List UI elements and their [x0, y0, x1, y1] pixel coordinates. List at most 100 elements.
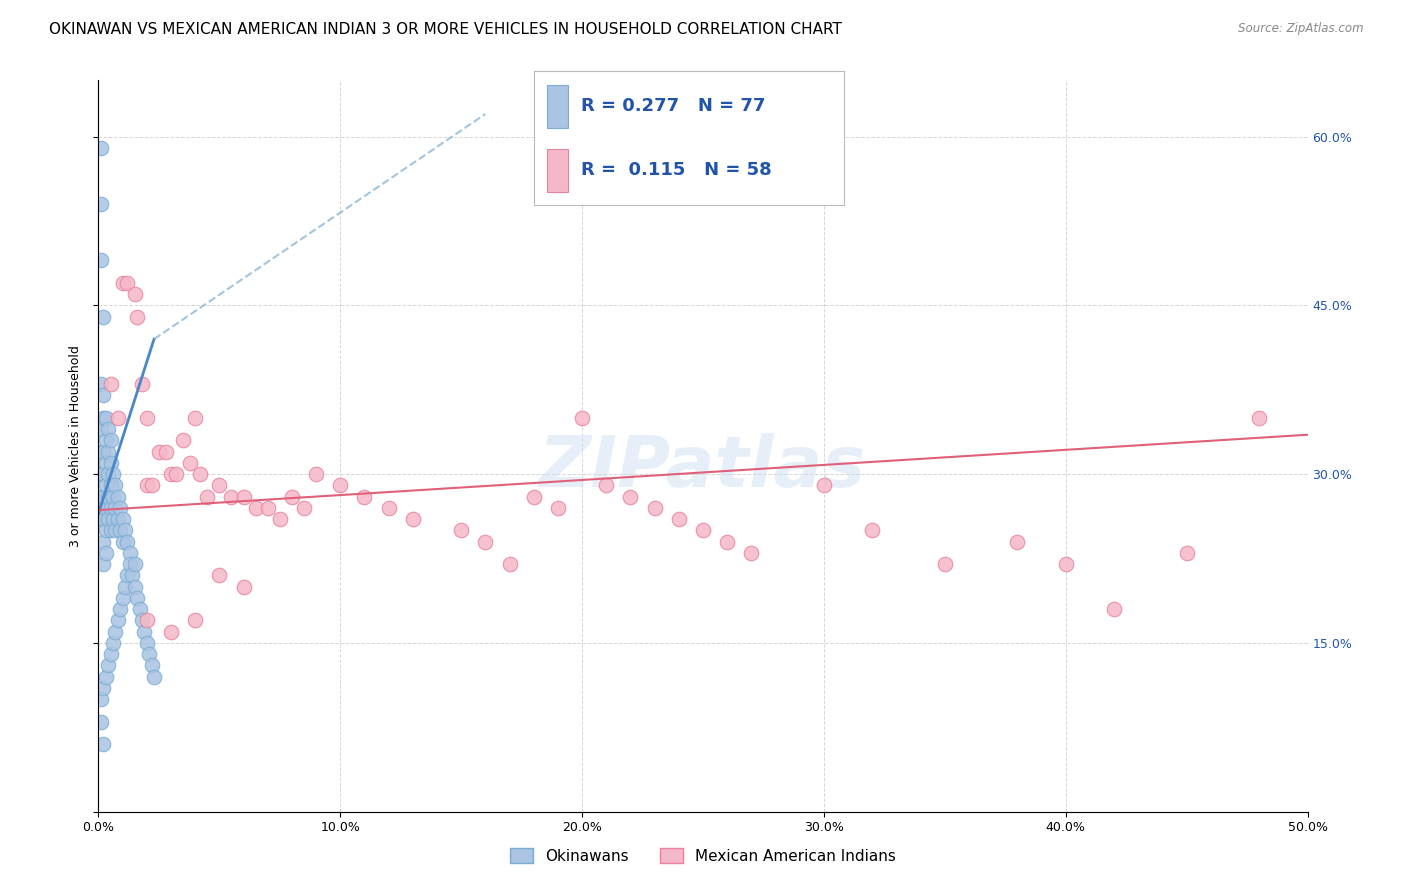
Point	[91, 737, 114, 751]
Point	[100, 478, 122, 492]
Point	[1249, 410, 1271, 425]
Point	[155, 444, 177, 458]
Point	[450, 524, 472, 538]
Point	[94, 456, 117, 470]
Point	[91, 681, 114, 695]
Point	[94, 478, 117, 492]
Point	[107, 490, 129, 504]
Point	[117, 276, 139, 290]
Point	[329, 478, 352, 492]
Point	[117, 534, 139, 549]
Point	[740, 546, 762, 560]
Point	[668, 512, 690, 526]
Point	[94, 546, 117, 560]
Point	[619, 490, 641, 504]
Point	[114, 580, 136, 594]
Point	[111, 512, 134, 526]
Point	[141, 658, 163, 673]
Point	[232, 580, 254, 594]
Point	[97, 422, 120, 436]
Point	[165, 467, 187, 482]
Point	[160, 624, 183, 639]
Point	[195, 490, 218, 504]
Point	[179, 456, 201, 470]
Point	[90, 714, 112, 729]
Point	[107, 410, 129, 425]
Point	[97, 467, 120, 482]
Point	[101, 512, 124, 526]
Point	[90, 512, 112, 526]
Bar	[547, 149, 568, 192]
Point	[141, 478, 163, 492]
Point	[90, 253, 112, 268]
Point	[121, 568, 143, 582]
Point	[100, 456, 122, 470]
Point	[90, 422, 112, 436]
Point	[94, 410, 117, 425]
Point	[104, 624, 127, 639]
Point	[135, 614, 157, 628]
Legend: Okinawans, Mexican American Indians: Okinawans, Mexican American Indians	[505, 842, 901, 870]
Point	[245, 500, 267, 515]
Point	[860, 524, 883, 538]
Point	[128, 602, 150, 616]
Point	[131, 377, 153, 392]
Point	[90, 444, 112, 458]
Point	[91, 410, 114, 425]
Point	[90, 692, 112, 706]
Point	[94, 434, 117, 448]
Text: OKINAWAN VS MEXICAN AMERICAN INDIAN 3 OR MORE VEHICLES IN HOUSEHOLD CORRELATION : OKINAWAN VS MEXICAN AMERICAN INDIAN 3 OR…	[49, 22, 842, 37]
Point	[160, 467, 183, 482]
Point	[108, 524, 131, 538]
Point	[101, 490, 124, 504]
Point	[111, 534, 134, 549]
Point	[134, 624, 156, 639]
Text: R = 0.277   N = 77: R = 0.277 N = 77	[581, 97, 765, 115]
Point	[91, 557, 114, 571]
Point	[97, 444, 120, 458]
Point	[97, 512, 120, 526]
Point	[127, 310, 149, 324]
Point	[124, 580, 146, 594]
Point	[547, 500, 569, 515]
Point	[595, 478, 617, 492]
Point	[135, 636, 157, 650]
Text: Source: ZipAtlas.com: Source: ZipAtlas.com	[1239, 22, 1364, 36]
Point	[90, 467, 112, 482]
Point	[934, 557, 956, 571]
Point	[100, 434, 122, 448]
Point	[117, 568, 139, 582]
Point	[127, 591, 149, 605]
Point	[91, 388, 114, 402]
Point	[124, 287, 146, 301]
Point	[100, 524, 122, 538]
Point	[474, 534, 496, 549]
Point	[90, 197, 112, 211]
Point	[90, 377, 112, 392]
Point	[148, 444, 170, 458]
Point	[97, 658, 120, 673]
Point	[97, 490, 120, 504]
Point	[256, 500, 278, 515]
Point	[377, 500, 399, 515]
Point	[135, 410, 157, 425]
Point	[104, 500, 127, 515]
Point	[1102, 602, 1125, 616]
Point	[292, 500, 315, 515]
Point	[143, 670, 166, 684]
Point	[91, 444, 114, 458]
Point	[100, 500, 122, 515]
Point	[100, 377, 122, 392]
Point	[94, 500, 117, 515]
Bar	[547, 85, 568, 128]
Point	[90, 141, 112, 155]
Point	[118, 557, 141, 571]
Point	[135, 478, 157, 492]
Point	[111, 276, 134, 290]
Point	[104, 524, 127, 538]
Point	[644, 500, 666, 515]
Point	[281, 490, 304, 504]
Point	[208, 478, 231, 492]
Point	[94, 670, 117, 684]
Point	[108, 602, 131, 616]
